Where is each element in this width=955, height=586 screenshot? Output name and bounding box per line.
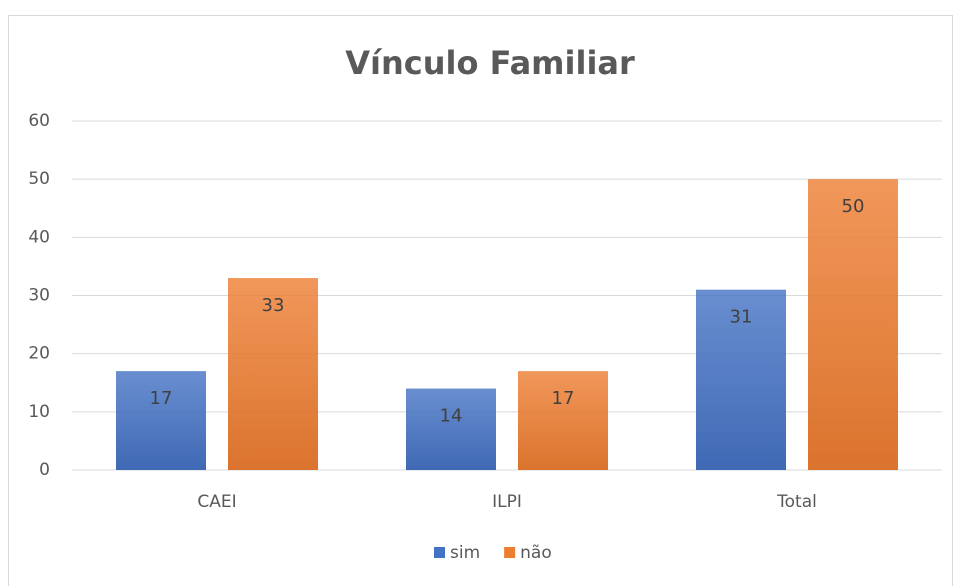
data-label: 17 [552,388,575,409]
bar [518,371,608,470]
data-label: 50 [842,196,865,217]
bar [406,388,496,470]
data-label: 17 [150,388,173,409]
legend-swatch [434,547,445,558]
x-tick-label: CAEI [197,492,236,512]
x-tick-label: Total [776,492,817,512]
chart-border [8,15,953,586]
y-tick-label: 30 [28,286,50,306]
y-tick-label: 0 [39,460,50,480]
bar [696,289,786,470]
data-label: 33 [262,295,285,316]
y-tick-label: 50 [28,169,50,189]
legend-label: não [520,543,552,563]
bar [808,179,898,470]
data-label: 14 [440,406,463,427]
legend-label: sim [450,543,480,563]
bar [228,278,318,470]
legend-swatch [504,547,516,558]
data-label: 31 [730,307,753,328]
y-tick-label: 60 [28,111,50,131]
y-tick-label: 20 [28,344,50,364]
chart-title: Vínculo Familiar [345,44,635,82]
y-tick-label: 40 [28,227,50,247]
bar [116,371,206,470]
y-tick-label: 10 [28,402,50,422]
x-tick-label: ILPI [492,492,522,512]
